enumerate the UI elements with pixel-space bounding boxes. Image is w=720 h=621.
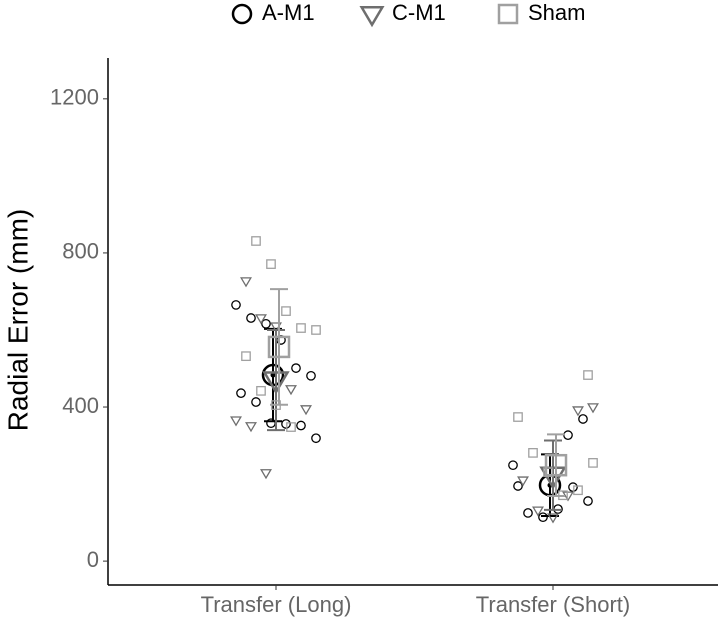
y-tick-label: 1200 xyxy=(50,85,99,110)
y-axis-title: Radial Error (mm) xyxy=(2,209,33,431)
data-point xyxy=(513,412,523,422)
data-point xyxy=(296,323,306,333)
data-point xyxy=(261,318,271,329)
data-point xyxy=(246,313,256,323)
legend-symbol xyxy=(359,6,385,28)
data-point xyxy=(583,496,593,506)
data-point xyxy=(281,419,291,429)
data-point xyxy=(241,351,251,362)
data-point xyxy=(285,385,297,396)
data-point xyxy=(587,403,599,414)
data-point xyxy=(230,416,242,427)
data-point xyxy=(251,236,261,246)
data-point xyxy=(517,476,529,487)
mean-marker xyxy=(539,466,567,490)
data-point xyxy=(300,405,312,416)
data-point xyxy=(296,420,306,431)
mean-marker xyxy=(544,453,568,477)
y-tick-label: 800 xyxy=(62,239,99,264)
legend-label: A-M1 xyxy=(262,0,315,25)
data-point xyxy=(260,469,272,480)
legend-symbol xyxy=(497,3,519,25)
data-point xyxy=(508,460,518,471)
data-point xyxy=(240,277,252,288)
data-point xyxy=(538,512,548,523)
data-point xyxy=(311,325,321,335)
legend-symbol xyxy=(231,3,253,25)
data-point xyxy=(547,513,559,524)
data-point xyxy=(513,481,523,491)
y-tick-label: 400 xyxy=(62,393,99,418)
data-point xyxy=(578,414,588,424)
data-point xyxy=(572,406,584,417)
data-point xyxy=(568,482,578,493)
data-point xyxy=(306,370,316,381)
legend-label: C-M1 xyxy=(392,0,446,25)
x-tick-label: Transfer (Short) xyxy=(476,592,630,617)
data-point xyxy=(291,363,301,373)
data-point xyxy=(245,422,257,433)
data-point xyxy=(266,259,276,269)
data-point xyxy=(236,388,246,399)
data-point xyxy=(583,370,593,380)
data-point xyxy=(311,433,321,444)
data-point xyxy=(231,300,241,310)
data-point xyxy=(251,397,261,407)
mean-marker xyxy=(262,371,290,395)
data-point xyxy=(562,491,574,502)
data-point xyxy=(256,385,266,396)
data-point xyxy=(281,306,291,316)
mean-marker xyxy=(267,335,291,359)
data-point xyxy=(286,422,296,432)
data-point xyxy=(523,508,533,518)
data-point xyxy=(528,448,538,458)
data-point xyxy=(563,430,573,440)
data-point xyxy=(588,458,598,468)
data-point xyxy=(532,506,544,517)
legend-label: Sham xyxy=(528,0,585,25)
y-tick-label: 0 xyxy=(87,547,99,572)
data-point xyxy=(255,314,267,325)
data-point xyxy=(573,485,583,496)
x-tick-label: Transfer (Long) xyxy=(201,592,352,617)
